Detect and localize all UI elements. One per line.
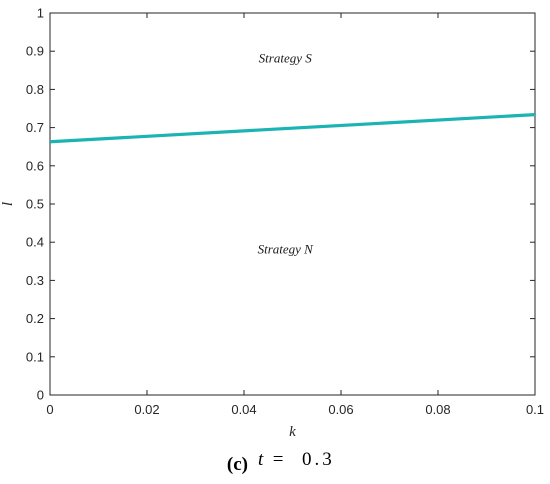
y-tick-label: 0.9 [26, 44, 44, 59]
x-tick-label: 0.06 [328, 402, 353, 417]
y-tick-label: 0.3 [26, 273, 44, 288]
caption-equals: = [268, 449, 288, 470]
x-tick-label: 0.02 [134, 402, 159, 417]
series-group [49, 113, 536, 144]
x-tick-label: 0.08 [425, 402, 450, 417]
annotations-group: Strategy S Strategy N [258, 51, 315, 257]
y-tick-label: 0.1 [26, 349, 44, 364]
series-line [49, 113, 536, 144]
x-axis-label: k [289, 424, 296, 440]
y-tick-label: 0 [37, 388, 44, 403]
y-axis-label: l [0, 202, 16, 206]
caption-value: 0.3 [302, 449, 335, 470]
caption-label: (c) [227, 454, 248, 475]
x-tick-label: 0.1 [526, 402, 544, 417]
x-tick-label: 0 [46, 402, 53, 417]
y-tick-label: 0.7 [26, 120, 44, 135]
y-tick-label: 0.5 [26, 197, 44, 212]
y-tick-label: 0.6 [26, 158, 44, 173]
caption: (c) t = 0.3 [227, 449, 335, 475]
y-tick-label: 1 [37, 6, 44, 21]
plot-area [49, 12, 536, 396]
x-axis-ticks: 0 0.02 0.04 0.06 0.08 0.1 [46, 13, 544, 417]
x-tick-label: 0.04 [231, 402, 256, 417]
y-axis-ticks: 0 0.1 0.2 0.3 0.4 0.5 0.6 0.7 0.8 0.9 1 [26, 6, 535, 403]
caption-var: t [258, 449, 264, 470]
y-tick-label: 0.2 [26, 311, 44, 326]
y-tick-label: 0.4 [26, 235, 44, 250]
region-annotation: Strategy N [258, 242, 315, 257]
y-tick-label: 0.8 [26, 82, 44, 97]
region-annotation: Strategy S [259, 51, 313, 66]
